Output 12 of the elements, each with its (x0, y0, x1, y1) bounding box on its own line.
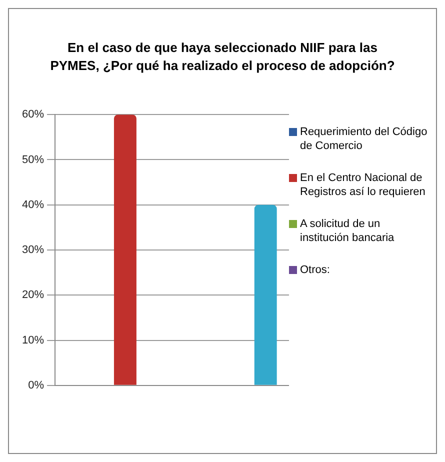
chart-title: En el caso de que haya seleccionado NIIF para las PYMES, ¿Por qué ha realizado el proceso de adopción? (49, 39, 396, 75)
y-tick-label: 40% (22, 198, 44, 211)
y-tick-label: 20% (22, 289, 44, 302)
y-tick-label: 50% (22, 154, 44, 166)
legend-label: Otros: (300, 263, 330, 277)
y-tick-label: 30% (22, 244, 44, 256)
legend-label: En el Centro Nacional de Registros así lo requieren (300, 171, 426, 199)
legend-label: A solicitud de un institución bancaria (300, 217, 396, 245)
y-tick-label: 60% (22, 108, 44, 121)
y-tick-label: 0% (28, 379, 44, 392)
y-tick-label: 10% (22, 334, 44, 346)
legend-label: Requerimiento del Código de Comercio (300, 125, 428, 153)
